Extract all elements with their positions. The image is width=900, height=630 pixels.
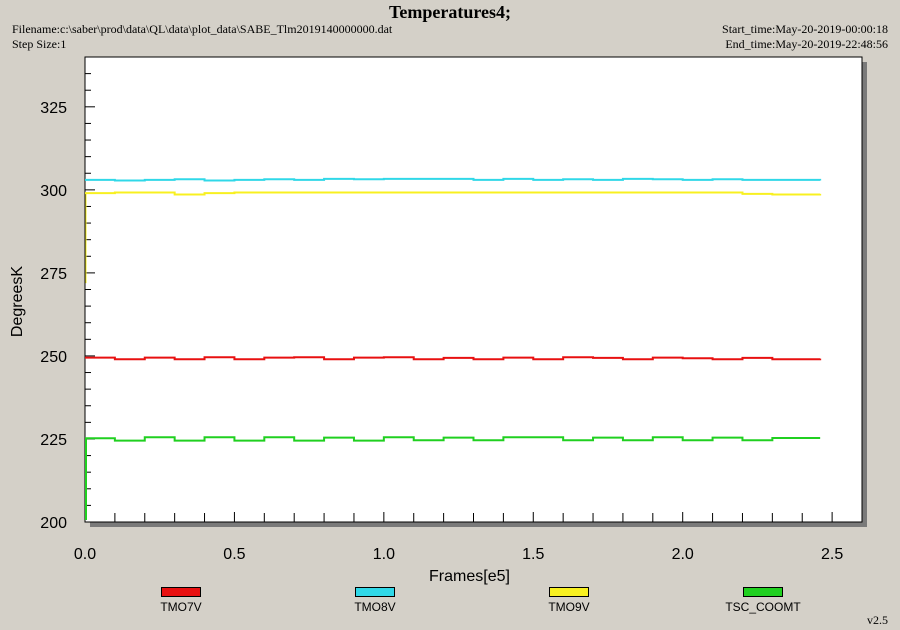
legend-item: TMO8V [315, 587, 435, 614]
series-line-tsc-coomt [85, 436, 821, 442]
legend-label: TMO7V [160, 600, 202, 614]
legend-label: TSC_COOMT [725, 600, 801, 614]
y-tick-label: 325 [40, 100, 67, 117]
legend-swatch [549, 587, 589, 597]
y-tick-label: 200 [40, 515, 67, 532]
x-tick-label: 0.5 [223, 546, 245, 563]
start-time-label: Start_time:May-20-2019-00:00:18 [722, 22, 888, 36]
legend-swatch [355, 587, 395, 597]
plot-area [84, 56, 863, 523]
y-tick-label: 225 [40, 432, 67, 449]
legend-item: TMO9V [509, 587, 629, 614]
legend-item: TMO7V [121, 587, 241, 614]
legend-item: TSC_COOMT [703, 587, 823, 614]
x-axis-label: Frames[e5] [429, 568, 510, 585]
x-tick-label: 2.0 [672, 546, 694, 563]
chart-title: Temperatures4; [389, 2, 511, 22]
series-line-tmo9v [85, 191, 822, 196]
filename-label: Filename:c:\saber\prod\data\QL\data\plot… [12, 22, 393, 36]
y-tick-label: 275 [40, 266, 67, 283]
y-tick-label: 250 [40, 349, 67, 366]
x-tick-label: 1.0 [373, 546, 395, 563]
series-line-tmo8v [85, 177, 822, 182]
legend-swatch [161, 587, 201, 597]
x-tick-label: 1.5 [522, 546, 544, 563]
step-size-label: Step Size:1 [12, 37, 67, 51]
end-time-label: End_time:May-20-2019-22:48:56 [725, 37, 888, 51]
y-tick-label: 300 [40, 183, 67, 200]
legend-label: TMO9V [548, 600, 590, 614]
x-tick-label: 2.5 [821, 546, 843, 563]
y-axis-label: DegreesK [9, 266, 26, 337]
legend-swatch [743, 587, 783, 597]
x-tick-label: 0.0 [74, 546, 96, 563]
series-line-tmo7v [85, 356, 822, 361]
legend-label: TMO8V [354, 600, 396, 614]
version-label: v2.5 [867, 613, 888, 627]
